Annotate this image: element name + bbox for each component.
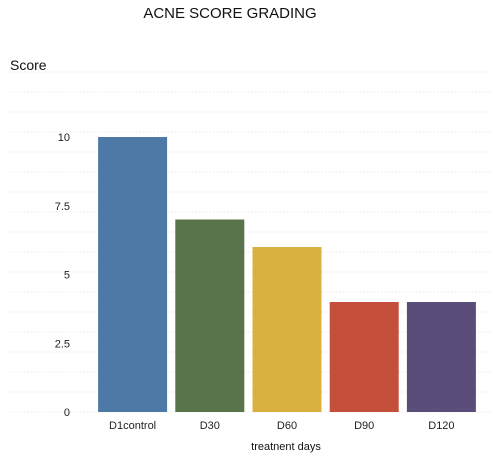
y-ticks: 0 2.5 5 7.5 10 — [55, 132, 70, 419]
x-tick-label: D120 — [428, 420, 454, 432]
y-tick-label: 5 — [64, 270, 70, 282]
y-tick-label: 7.5 — [55, 201, 70, 213]
bar-d90 — [329, 302, 399, 412]
bar-d60 — [252, 247, 322, 412]
bar-d120 — [406, 302, 476, 412]
x-tick-label: D60 — [277, 420, 297, 432]
x-tick-labels: D1control D30 D60 D90 D120 — [109, 420, 454, 432]
y-axis-label: Score — [10, 57, 47, 73]
bar-d30 — [175, 219, 245, 412]
x-tick-label: D90 — [354, 420, 374, 432]
y-tick-label: 2.5 — [55, 338, 70, 350]
x-axis-label: treatnent days — [251, 441, 321, 453]
y-tick-label: 0 — [64, 407, 70, 419]
bars — [98, 137, 476, 412]
x-tick-label: D1control — [109, 420, 156, 432]
y-tick-label: 10 — [58, 132, 70, 144]
bar-d1control — [98, 137, 168, 412]
chart-title: ACNE SCORE GRADING — [143, 5, 317, 22]
x-tick-label: D30 — [200, 420, 220, 432]
